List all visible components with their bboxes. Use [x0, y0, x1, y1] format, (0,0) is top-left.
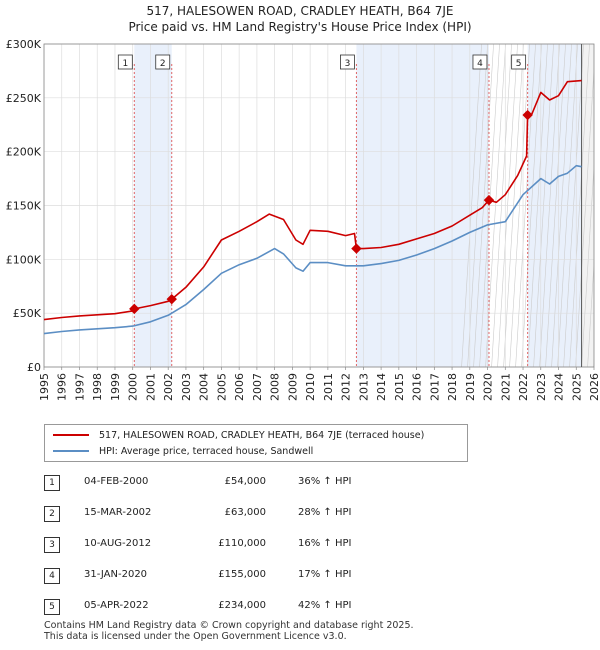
- chart-subtitle: Price paid vs. HM Land Registry's House …: [128, 20, 472, 34]
- x-tick-label: 2010: [304, 373, 317, 401]
- sale-price: £54,000: [224, 476, 266, 487]
- x-tick-label: 2011: [322, 373, 335, 401]
- x-tick-label: 2013: [357, 373, 370, 401]
- legend-entry-hpi: HPI: Average price, terraced house, Sand…: [53, 444, 313, 458]
- y-tick-label: £50K: [13, 307, 42, 320]
- sale-point: [166, 293, 177, 305]
- top-margin-cover: [581, 0, 594, 44]
- footer-attribution: Contains HM Land Registry data © Crown c…: [44, 620, 414, 642]
- sale-point: [351, 243, 362, 254]
- sale-point: [483, 194, 495, 206]
- sale-row: 1 04-FEB-2000 £54,000 36% ↑ HPI: [44, 475, 464, 491]
- x-tick-label: 2017: [428, 373, 441, 401]
- sale-date: 10-AUG-2012: [84, 538, 152, 549]
- x-tick-label: 2009: [286, 373, 299, 401]
- x-tick-label: 2005: [215, 373, 228, 401]
- sale-number-marker: [155, 54, 171, 70]
- sale-number-marker: [511, 54, 527, 70]
- sale-number-box: 5: [44, 599, 60, 615]
- sale-price: £234,000: [218, 600, 266, 611]
- sale-date: 15-MAR-2002: [84, 507, 152, 518]
- sale-number-label: 1: [122, 59, 128, 69]
- property-price-line: [43, 79, 582, 321]
- x-tick-label: 2021: [499, 373, 512, 401]
- sale-date: 31-JAN-2020: [84, 569, 148, 580]
- x-tick-label: 2002: [162, 373, 175, 401]
- legend-entry-property: 517, HALESOWEN ROAD, CRADLEY HEATH, B64 …: [53, 428, 424, 442]
- sale-date: 05-APR-2022: [84, 600, 149, 611]
- x-tick-label: 2012: [340, 373, 353, 401]
- x-tick-label: 2023: [535, 373, 548, 401]
- x-tick-label: 2018: [446, 373, 459, 401]
- sale-row: 3 10-AUG-2012 £110,000 16% ↑ HPI: [44, 537, 464, 553]
- sale-number-box: 1: [44, 475, 60, 491]
- sale-number-label: 3: [345, 59, 351, 69]
- sale-hpi: 16% ↑ HPI: [298, 538, 352, 549]
- sale-number-label: 5: [516, 59, 522, 69]
- x-tick-label: 1996: [56, 373, 69, 401]
- x-tick-label: 2019: [464, 373, 477, 401]
- sale-hpi: 42% ↑ HPI: [298, 600, 352, 611]
- x-tick-label: 2004: [198, 373, 211, 401]
- y-tick-label: £100K: [6, 253, 42, 266]
- chart-legend: 517, HALESOWEN ROAD, CRADLEY HEATH, B64 …: [44, 424, 468, 462]
- footer-license: This data is licensed under the Open Gov…: [44, 631, 347, 642]
- sale-number-marker: [472, 54, 488, 70]
- x-tick-label: 2014: [375, 373, 388, 401]
- sale-price: £110,000: [218, 538, 266, 549]
- hpi-line: [43, 164, 582, 335]
- x-tick-label: 1999: [109, 373, 122, 401]
- y-tick-label: £0: [27, 361, 41, 374]
- sale-price: £155,000: [218, 569, 266, 580]
- x-tick-label: 1995: [38, 373, 51, 401]
- x-tick-label: 2020: [482, 373, 495, 401]
- legend-hpi-label: HPI: Average price, terraced house, Sand…: [99, 445, 314, 457]
- plot-border: [43, 43, 595, 368]
- sale-number-box: 4: [44, 568, 60, 584]
- sale-price: £63,000: [224, 507, 266, 518]
- sale-hpi: 28% ↑ HPI: [298, 507, 352, 518]
- x-tick-label: 2006: [233, 373, 246, 401]
- x-tick-label: 2015: [393, 373, 406, 401]
- x-tick-label: 2026: [588, 373, 600, 401]
- x-tick-label: 2003: [180, 373, 193, 401]
- sale-number-box: 2: [44, 506, 60, 522]
- x-tick-label: 1998: [91, 373, 104, 401]
- sale-row: 5 05-APR-2022 £234,000 42% ↑ HPI: [44, 599, 464, 615]
- sale-row: 4 31-JAN-2020 £155,000 17% ↑ HPI: [44, 568, 464, 584]
- sale-hpi: 36% ↑ HPI: [298, 476, 352, 487]
- y-tick-label: £150K: [6, 200, 42, 213]
- legend-red-line: [53, 434, 89, 436]
- x-tick-label: 1997: [73, 373, 86, 401]
- x-tick-label: 2000: [127, 373, 140, 401]
- x-tick-label: 2022: [517, 373, 530, 401]
- x-tick-label: 2024: [553, 373, 566, 401]
- sale-number-box: 3: [44, 537, 60, 553]
- sale-number-marker: [340, 54, 355, 70]
- x-tick-label: 2008: [269, 373, 282, 401]
- sale-point: [522, 109, 533, 121]
- y-tick-label: £200K: [6, 146, 42, 159]
- x-tick-label: 2025: [570, 373, 583, 401]
- sale-row: 2 15-MAR-2002 £63,000 28% ↑ HPI: [44, 506, 464, 522]
- legend-blue-line: [53, 450, 89, 452]
- legend-property-label: 517, HALESOWEN ROAD, CRADLEY HEATH, B64 …: [99, 429, 425, 441]
- sale-point: [129, 303, 140, 315]
- x-tick-label: 2007: [251, 373, 264, 401]
- x-tick-label: 2016: [411, 373, 424, 401]
- footer-copyright: Contains HM Land Registry data © Crown c…: [44, 620, 414, 631]
- y-tick-label: £250K: [6, 92, 42, 105]
- sale-number-label: 2: [160, 59, 166, 69]
- y-tick-label: £300K: [6, 38, 42, 51]
- chart-title: 517, HALESOWEN ROAD, CRADLEY HEATH, B64 …: [146, 4, 454, 18]
- x-tick-label: 2001: [144, 373, 157, 401]
- price-chart: 1 2 3 4 5 £0 £50K £100K £150K £200K £250K £300K 1995…: [5, 0, 600, 420]
- sale-hpi: 17% ↑ HPI: [298, 569, 352, 580]
- sale-number-marker: [117, 54, 133, 70]
- right-margin-cover: [594, 0, 600, 420]
- sale-number-label: 4: [477, 59, 483, 69]
- sale-date: 04-FEB-2000: [84, 476, 149, 487]
